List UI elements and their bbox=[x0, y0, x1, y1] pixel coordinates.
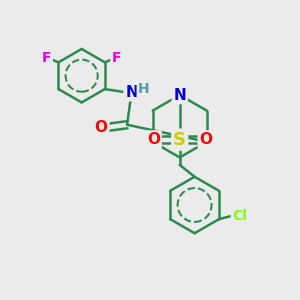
Text: H: H bbox=[138, 82, 150, 96]
Text: S: S bbox=[173, 130, 186, 148]
Text: N: N bbox=[173, 88, 186, 103]
Text: O: O bbox=[95, 120, 108, 135]
Text: O: O bbox=[147, 132, 160, 147]
Text: Cl: Cl bbox=[232, 209, 247, 223]
Text: N: N bbox=[125, 85, 138, 100]
Text: O: O bbox=[200, 132, 212, 147]
Text: F: F bbox=[112, 51, 122, 65]
Text: F: F bbox=[42, 51, 51, 65]
